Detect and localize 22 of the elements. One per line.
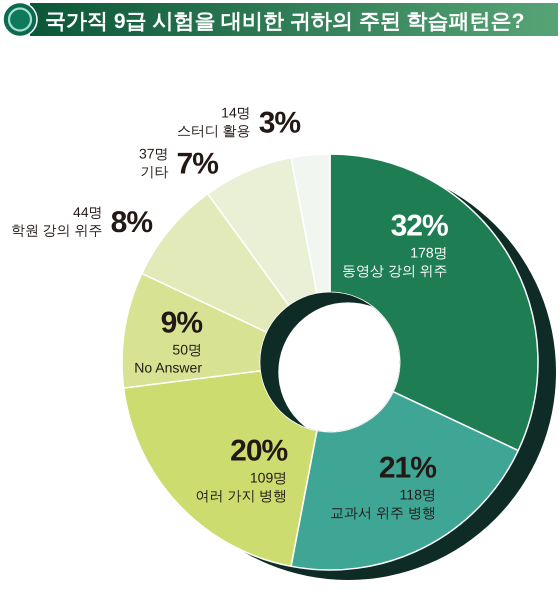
data-label: 7% <box>176 148 218 181</box>
text: 118명 <box>400 486 436 502</box>
text: 50명 <box>172 342 202 358</box>
slice-label: 스터디 활용 <box>176 122 251 139</box>
slice-label: 동영상 강의 위주 <box>342 262 448 278</box>
text: 178명 <box>410 244 448 260</box>
text: 37명 <box>138 146 169 162</box>
data-label: 3% <box>258 106 300 140</box>
text: 14명 <box>221 104 251 121</box>
text: 44명 <box>73 204 103 220</box>
slice-label: 기타 <box>140 164 169 180</box>
slice-label: 여러 가지 병행 <box>195 487 288 504</box>
data-label: 21% <box>378 451 436 484</box>
slice-label: 교과서 위주 병행 <box>330 504 436 520</box>
chart-title: 국가직 9급 시험을 대비한 귀하의 주된 학습패턴은? <box>45 10 525 33</box>
data-label: 32% <box>390 209 448 242</box>
data-label: 20% <box>230 434 288 468</box>
slice-label: 학원 강의 위주 <box>10 222 103 238</box>
data-label: 9% <box>160 306 202 340</box>
data-label: 8% <box>110 206 152 239</box>
slice-label: No Answer <box>134 360 202 376</box>
text: 109명 <box>250 469 288 486</box>
